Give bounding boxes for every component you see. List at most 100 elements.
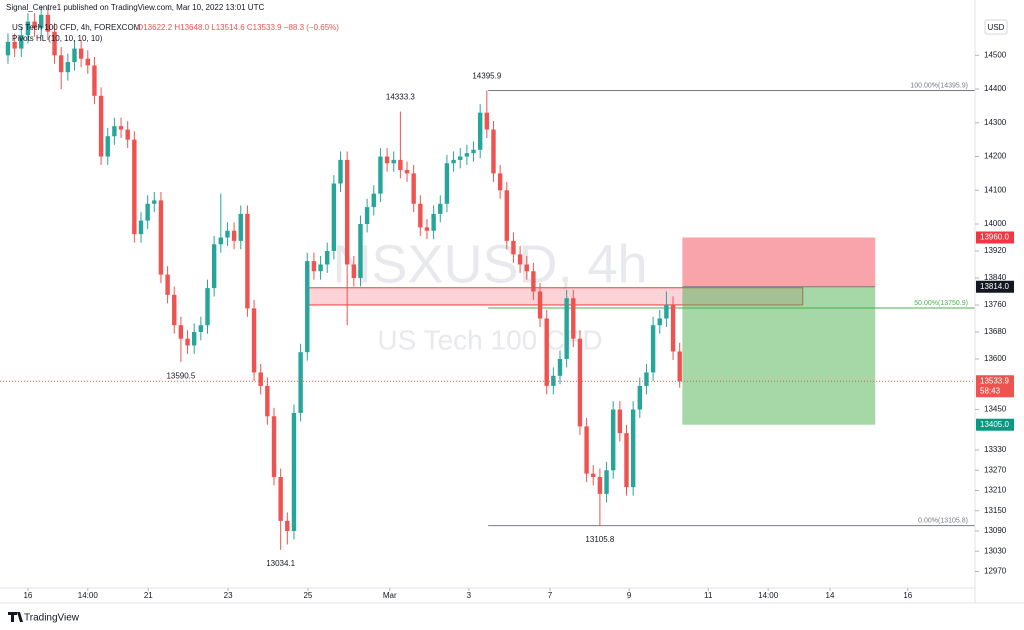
candle-body — [298, 352, 303, 413]
candle-body — [438, 203, 443, 214]
candle-body — [637, 385, 643, 410]
candle-body — [504, 190, 509, 241]
pivot-label: 14333.3 — [386, 93, 415, 102]
pivot-label: 13034.1 — [266, 559, 295, 568]
candle-body — [258, 372, 263, 386]
candle-body — [371, 193, 376, 208]
candle-body — [118, 126, 124, 130]
candle-body — [58, 55, 64, 73]
candle-body — [537, 291, 543, 319]
candle-body — [551, 375, 556, 386]
y-tick-label: 13150 — [984, 506, 1007, 515]
fib-label: 50.00%(13750.9) — [914, 300, 968, 307]
candle-body — [411, 173, 416, 204]
x-tick-label: 16 — [903, 591, 912, 600]
candle-body — [45, 14, 51, 32]
x-tick-label: 14:00 — [758, 591, 779, 600]
x-tick-label: 11 — [704, 591, 713, 600]
zone — [682, 237, 876, 287]
candle-body — [584, 426, 589, 474]
price-tag-label: 13533.9 — [980, 376, 1009, 385]
y-tick-label: 13680 — [984, 327, 1007, 336]
candle-body — [338, 159, 343, 184]
y-tick-label: 14400 — [984, 84, 1007, 93]
y-tick-label: 13030 — [984, 546, 1007, 555]
price-tag — [976, 375, 1014, 398]
fib-label: 0.00%(13105.8) — [918, 518, 968, 525]
candle-body — [5, 41, 11, 56]
candle-body — [517, 254, 523, 265]
indicator: Pivots HL (10, 10, 10, 10) — [12, 34, 103, 43]
candle-body — [484, 112, 490, 130]
candle-body — [225, 230, 230, 238]
candle-body — [331, 183, 337, 251]
y-tick-label: 14100 — [984, 185, 1007, 194]
x-tick-label: 9 — [627, 591, 632, 600]
y-tick-label: 13840 — [984, 273, 1007, 282]
candle-body — [278, 477, 283, 521]
candle-body — [358, 224, 363, 278]
watermark: NSXUSD, 4h — [332, 234, 647, 294]
candle-body — [404, 170, 410, 174]
y-tick-label: 13600 — [984, 354, 1007, 363]
candle-body — [564, 298, 569, 359]
candle-body — [291, 412, 297, 531]
y-tick-label: 13920 — [984, 246, 1007, 255]
candle-body — [524, 264, 529, 272]
candle-body — [72, 48, 77, 63]
candle-body — [211, 244, 217, 289]
candle-body — [571, 298, 576, 339]
price-tag-label: 13814.0 — [980, 282, 1009, 291]
candle-body — [172, 294, 177, 326]
symbol: US Tech 100 CFD, 4h, FOREXCOM — [12, 23, 141, 32]
fib-label: 100.00%(14395.9) — [910, 82, 968, 89]
y-tick-label: 14500 — [984, 50, 1007, 59]
candle-body — [491, 129, 496, 174]
candle-body — [205, 288, 210, 326]
x-tick-label: 14:00 — [78, 591, 99, 600]
candle-body — [78, 48, 84, 59]
plot: 100.00%(14395.9) 50.00%(13750.9) 0.00%(131… — [0, 6, 975, 568]
candle-body — [384, 156, 390, 164]
candle-body — [418, 203, 423, 228]
pivot-label: 13105.8 — [585, 535, 614, 544]
y-tick-label: 14200 — [984, 152, 1007, 161]
candle-body — [85, 58, 90, 66]
candle-body — [198, 325, 204, 332]
currency-box[interactable] — [984, 19, 1008, 35]
candle-body — [677, 351, 682, 382]
candle-body — [670, 304, 676, 352]
y-tick-label: 13210 — [984, 486, 1007, 495]
x-tick-label: 16 — [23, 591, 32, 600]
candle-body — [238, 213, 243, 241]
candle-body — [351, 264, 357, 278]
price-tag — [976, 280, 1014, 293]
pivot-label: 13590.5 — [166, 371, 195, 380]
x-tick-label: 14 — [826, 591, 835, 600]
candle-body — [132, 139, 137, 235]
candle-body — [98, 95, 104, 157]
candle-body — [178, 325, 184, 339]
candle-body — [165, 274, 170, 295]
candle-body — [444, 163, 450, 204]
candle-body — [231, 230, 237, 241]
x-tick-label: 3 — [467, 591, 472, 600]
candle-body — [138, 220, 144, 235]
brand: TradingView — [24, 613, 80, 624]
candle-body — [464, 153, 470, 157]
candle-body — [577, 338, 583, 427]
candle-body — [39, 14, 44, 29]
candle-body — [12, 41, 17, 49]
y-tick-label: 13450 — [984, 405, 1007, 414]
x-tick-label: Mar — [383, 591, 397, 600]
ohlc: O13622.2 H13648.0 L13514.6 C13533.9 −88.… — [137, 23, 339, 32]
candle-body — [657, 318, 662, 326]
candle-body — [112, 126, 117, 137]
pivot-label: 14395.9 — [472, 72, 501, 81]
candle-body — [265, 385, 270, 417]
candle-body — [218, 237, 224, 245]
candle-body — [644, 372, 649, 386]
candle-body — [305, 261, 310, 353]
price-tag — [976, 418, 1014, 431]
